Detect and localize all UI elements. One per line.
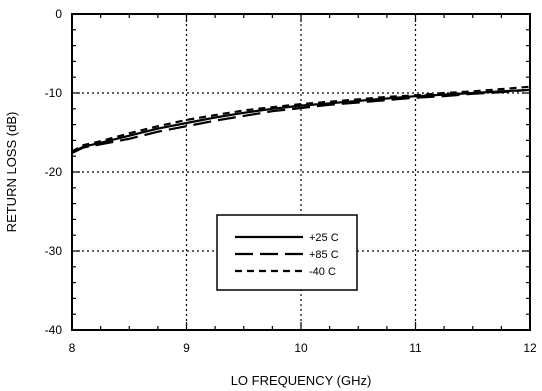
- y-tick-label: -20: [45, 165, 63, 179]
- y-tick-label: -10: [45, 86, 63, 100]
- series-line-2: [71, 85, 531, 153]
- y-tick-label: -30: [45, 244, 63, 258]
- data-series: [71, 85, 531, 154]
- axis-ticks: [71, 13, 531, 331]
- legend-box: [216, 214, 358, 291]
- legend-label-2: -40 C: [309, 266, 336, 278]
- x-axis-title: LO FREQUENCY (GHz): [231, 373, 372, 388]
- legend-label-0: +25 C: [309, 232, 339, 244]
- x-tick-label: 10: [294, 341, 308, 355]
- series-line-0: [71, 88, 531, 154]
- x-tick-label: 11: [409, 341, 422, 355]
- x-tick-label: 8: [69, 341, 76, 355]
- legend-label-1: +85 C: [309, 249, 339, 261]
- tick-labels: 8 9 10 11 12 0 -10 -20 -30 -40: [45, 7, 537, 355]
- series-line-1: [71, 88, 531, 154]
- y-tick-label: -40: [45, 323, 63, 337]
- legend: +25 C +85 C -40 C: [216, 214, 358, 291]
- x-tick-label: 9: [183, 341, 190, 355]
- x-tick-label: 12: [523, 341, 537, 355]
- y-axis-title: RETURN LOSS (dB): [4, 112, 19, 233]
- y-tick-label: 0: [55, 7, 62, 21]
